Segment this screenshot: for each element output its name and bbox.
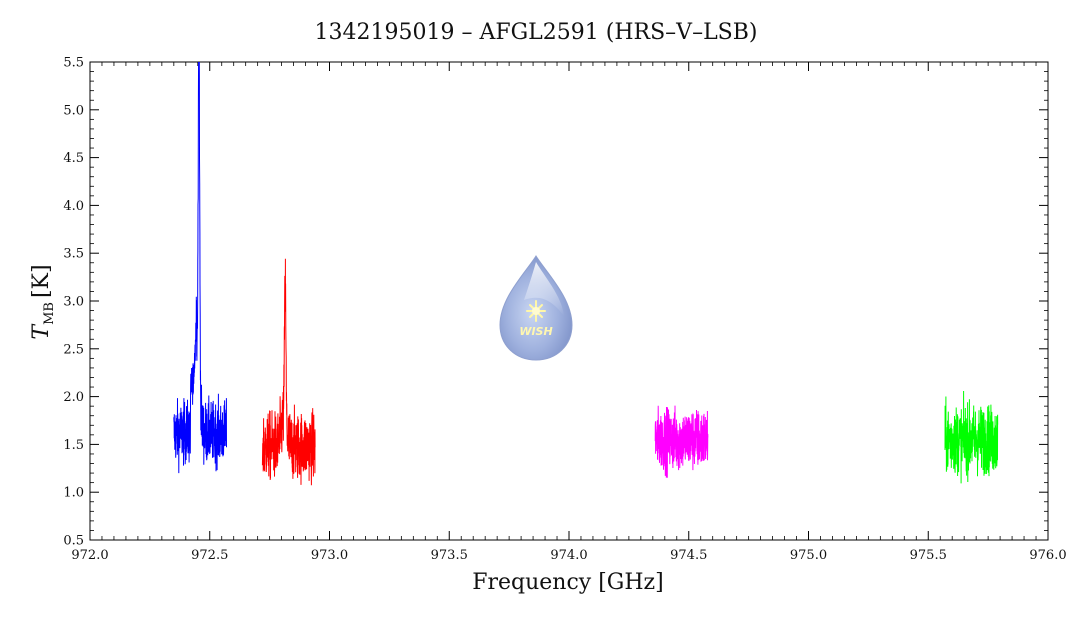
y-tick-label: 2.0: [63, 390, 84, 405]
y-axis-label-subscript: MB: [42, 302, 57, 325]
chart-title: 1342195019 – AFGL2591 (HRS–V–LSB): [315, 20, 758, 45]
y-tick-label: 1.5: [63, 438, 84, 453]
y-tick-label: 1.0: [63, 486, 84, 501]
axis-ticks: [89, 61, 1049, 541]
spectrum-series-4: [944, 390, 999, 484]
y-tick-label: 5.5: [63, 56, 84, 71]
x-tick-label: 974.0: [550, 548, 587, 563]
x-tick-labels: 972.0 972.5 973.0 973.5 974.0 974.5 975.0 975.5…: [71, 548, 1066, 563]
y-tick-label: 0.5: [63, 534, 84, 549]
wish-logo: WISH: [499, 255, 573, 361]
y-tick-labels: 0.5 1.0 1.5 2.0 2.5 3.0 3.5 4.0 4.5 5.0 5.5: [63, 56, 84, 549]
x-tick-label: 975.0: [790, 548, 827, 563]
y-tick-label: 5.0: [63, 103, 84, 118]
y-axis-label: TMB [K]: [29, 264, 57, 339]
x-tick-label: 972.0: [71, 548, 108, 563]
x-tick-label: 973.5: [431, 548, 468, 563]
x-tick-label: 976.0: [1029, 548, 1066, 563]
spectrum-series-2: [261, 258, 316, 486]
x-tick-label: 972.5: [191, 548, 228, 563]
y-tick-label: 4.0: [63, 199, 84, 214]
spectra: [173, 62, 999, 486]
y-tick-label: 3.0: [63, 295, 84, 310]
wish-logo-text: WISH: [519, 325, 552, 338]
x-tick-label: 974.5: [670, 548, 707, 563]
spectrum-series-3: [654, 405, 709, 478]
spectrum-series-1: [173, 62, 227, 474]
y-axis-label-symbol: T: [29, 323, 54, 340]
svg-text:TMB[K]: TMB [K]: [29, 264, 57, 339]
y-axis-label-unit: [K]: [29, 264, 54, 298]
y-tick-label: 4.5: [63, 151, 84, 166]
x-tick-label: 975.5: [910, 548, 947, 563]
y-tick-label: 2.5: [63, 342, 84, 357]
plot-frame: [89, 61, 1049, 541]
x-tick-label: 973.0: [311, 548, 348, 563]
y-tick-label: 3.5: [63, 247, 84, 262]
x-axis-label: Frequency [GHz]: [472, 570, 664, 595]
